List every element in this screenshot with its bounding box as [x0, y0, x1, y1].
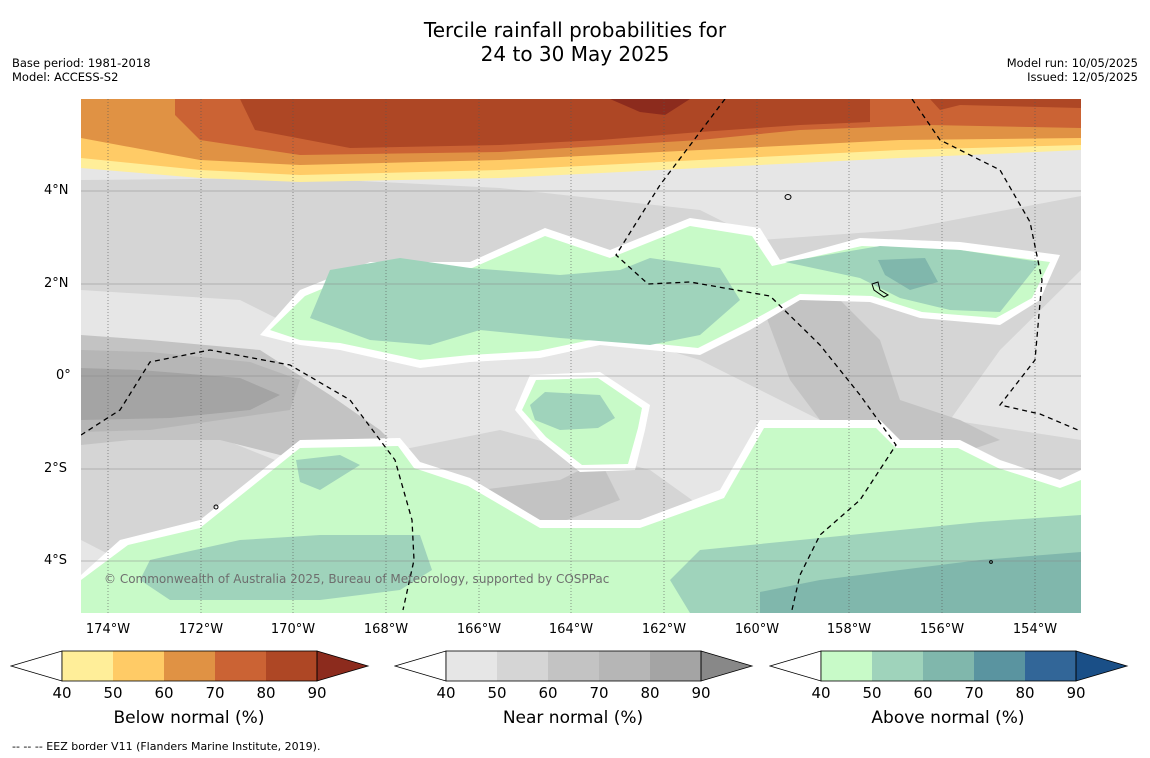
title-line-1: Tercile rainfall probabilities for	[423, 18, 727, 42]
cb-near-tick-60: 60	[538, 684, 558, 702]
colorbar-above-normal	[769, 650, 1129, 682]
colorbar-above-segment-4	[1025, 651, 1076, 681]
colorbar-near-normal	[394, 650, 754, 682]
above-normal-center-60	[530, 392, 615, 430]
cb-near-tick-40: 40	[436, 684, 456, 702]
above-normal-north-70	[878, 258, 938, 290]
issued-date: Issued: 12/05/2025	[1027, 70, 1138, 84]
lon-label-160w: 160°W	[734, 622, 780, 637]
lat-label-4n: 4°N	[44, 183, 69, 198]
cb-near-tick-80: 80	[640, 684, 660, 702]
right-metadata: Model run: 10/05/2025 Issued: 12/05/2025	[1007, 56, 1138, 84]
above-normal-south-60-b	[296, 455, 360, 490]
colorbar-near-segment-4	[650, 651, 701, 681]
colorbar-near-title: Near normal (%)	[502, 708, 644, 728]
above-normal-south-70	[760, 552, 1081, 613]
lat-label-4s: 4°S	[44, 553, 68, 568]
colorbar-below-normal	[10, 650, 370, 682]
colorbar-near-segment-2	[548, 651, 599, 681]
above-normal-north-60	[310, 258, 740, 345]
colorbar-above-title: Above normal (%)	[871, 708, 1025, 728]
base-period: Base period: 1981-2018	[12, 56, 151, 70]
colorbar-below-title: Below normal (%)	[113, 708, 265, 728]
colorbar-near-segment-5	[701, 651, 752, 681]
colorbar-above-segment-2	[923, 651, 974, 681]
below-normal-80-band	[240, 99, 1081, 148]
colorbar-near-segment-1	[497, 651, 548, 681]
colorbar-near-arrow-left	[394, 650, 447, 682]
island-outlines	[213, 194, 993, 564]
cb-below-tick-70: 70	[205, 684, 225, 702]
left-metadata: Base period: 1981-2018 Model: ACCESS-S2	[12, 56, 151, 84]
cb-above-tick-40: 40	[811, 684, 831, 702]
colorbar-near-segment-3	[599, 651, 650, 681]
cb-below-tick-40: 40	[52, 684, 72, 702]
model-name: Model: ACCESS-S2	[12, 70, 119, 84]
model-run: Model run: 10/05/2025	[1006, 56, 1138, 70]
cb-below-tick-80: 80	[256, 684, 276, 702]
lon-label-156w: 156°W	[919, 622, 965, 637]
cb-below-tick-60: 60	[154, 684, 174, 702]
near-normal-80-region	[81, 368, 280, 420]
cb-above-tick-60: 60	[913, 684, 933, 702]
cb-near-tick-70: 70	[589, 684, 609, 702]
lon-label-170w: 170°W	[270, 622, 316, 637]
colorbar-near-segment-0	[446, 651, 497, 681]
colorbar-below-segment-4	[266, 651, 317, 681]
title-line-2: 24 to 30 May 2025	[480, 42, 670, 66]
cb-above-tick-90: 90	[1066, 684, 1086, 702]
lon-label-172w: 172°W	[178, 622, 224, 637]
colorbar-above-segment-1	[872, 651, 923, 681]
colorbar-below-segment-1	[113, 651, 164, 681]
above-normal-south-60	[140, 535, 432, 600]
cb-above-tick-80: 80	[1015, 684, 1035, 702]
eez-borders	[81, 99, 1079, 611]
colorbar-above-segment-3	[974, 651, 1025, 681]
colorbar-below-segment-3	[215, 651, 266, 681]
colorbar-above-segment-5	[1076, 651, 1127, 681]
lat-label-2n: 2°N	[44, 276, 69, 291]
colorbar-above-arrow-left	[769, 650, 822, 682]
lon-label-166w: 166°W	[456, 622, 502, 637]
below-normal-90-patch	[610, 99, 690, 115]
lon-label-168w: 168°W	[363, 622, 409, 637]
cb-above-tick-50: 50	[862, 684, 882, 702]
lat-label-2s: 2°S	[44, 461, 68, 476]
cb-above-tick-70: 70	[964, 684, 984, 702]
cb-near-tick-50: 50	[487, 684, 507, 702]
colorbar-below-segment-2	[164, 651, 215, 681]
cb-below-tick-90: 90	[307, 684, 327, 702]
lat-label-0: 0°	[56, 368, 71, 383]
latitude-gridlines	[81, 190, 1081, 562]
eez-footnote: -- -- -- EEZ border V11 (Flanders Marine…	[12, 740, 321, 753]
cb-near-tick-90: 90	[691, 684, 711, 702]
copyright-credit: © Commonwealth of Australia 2025, Bureau…	[104, 572, 610, 586]
lon-label-162w: 162°W	[641, 622, 687, 637]
lon-label-154w: 154°W	[1012, 622, 1058, 637]
lon-label-164w: 164°W	[548, 622, 594, 637]
colorbar-below-segment-5	[317, 651, 368, 681]
cb-below-tick-50: 50	[103, 684, 123, 702]
lon-label-174w: 174°W	[85, 622, 131, 637]
colorbar-below-arrow-left	[10, 650, 63, 682]
colorbar-below-segment-0	[62, 651, 113, 681]
lon-label-158w: 158°W	[826, 622, 872, 637]
colorbar-above-segment-0	[821, 651, 872, 681]
chart-title: Tercile rainfall probabilities for 24 to…	[0, 18, 1150, 66]
